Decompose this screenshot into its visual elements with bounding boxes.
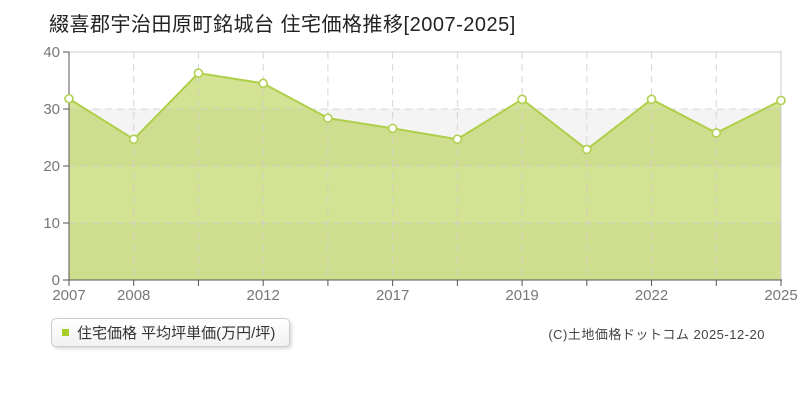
legend-box: 住宅価格 平均坪単価(万円/坪) <box>51 318 291 347</box>
y-axis-label: 10 <box>43 215 60 232</box>
copyright-text: (C)土地価格ドットコム 2025-12-20 <box>548 327 765 342</box>
x-axis-label: 2012 <box>246 287 279 304</box>
x-axis-label: 2017 <box>376 287 409 304</box>
data-point-marker <box>193 68 204 78</box>
data-point-marker <box>258 78 268 89</box>
legend-marker-square-icon <box>62 329 69 336</box>
y-axis-label: 40 <box>43 44 60 61</box>
x-axis-label: 2025 <box>764 287 797 304</box>
data-point-marker <box>517 94 527 105</box>
x-axis-label: 2007 <box>52 287 85 304</box>
price-line <box>68 72 782 151</box>
area-fill <box>69 73 781 280</box>
x-axis-label: 2019 <box>505 287 538 304</box>
data-point-marker <box>64 93 74 104</box>
x-axis-label: 2008 <box>117 287 150 304</box>
legend-label: 住宅価格 平均坪単価(万円/坪) <box>77 325 276 342</box>
data-point-marker <box>452 134 463 145</box>
data-point-marker <box>582 144 592 155</box>
y-axis-label: 30 <box>43 101 60 118</box>
y-axis-label: 0 <box>52 272 60 289</box>
page-title: 綴喜郡宇治田原町銘城台 住宅価格推移[2007-2025] <box>49 14 516 36</box>
y-axis-label: 20 <box>43 158 60 175</box>
data-point-marker <box>323 113 333 123</box>
price-chart: 0 10 20 30 40 2007 2008 2012 2017 2019 2022 2025 <box>43 44 797 304</box>
data-point-marker <box>387 123 398 134</box>
x-axis-label: 2022 <box>635 287 668 304</box>
data-point-marker <box>646 94 657 105</box>
data-point-marker <box>776 95 786 106</box>
data-point-marker <box>128 134 139 145</box>
data-point-marker <box>711 128 722 138</box>
